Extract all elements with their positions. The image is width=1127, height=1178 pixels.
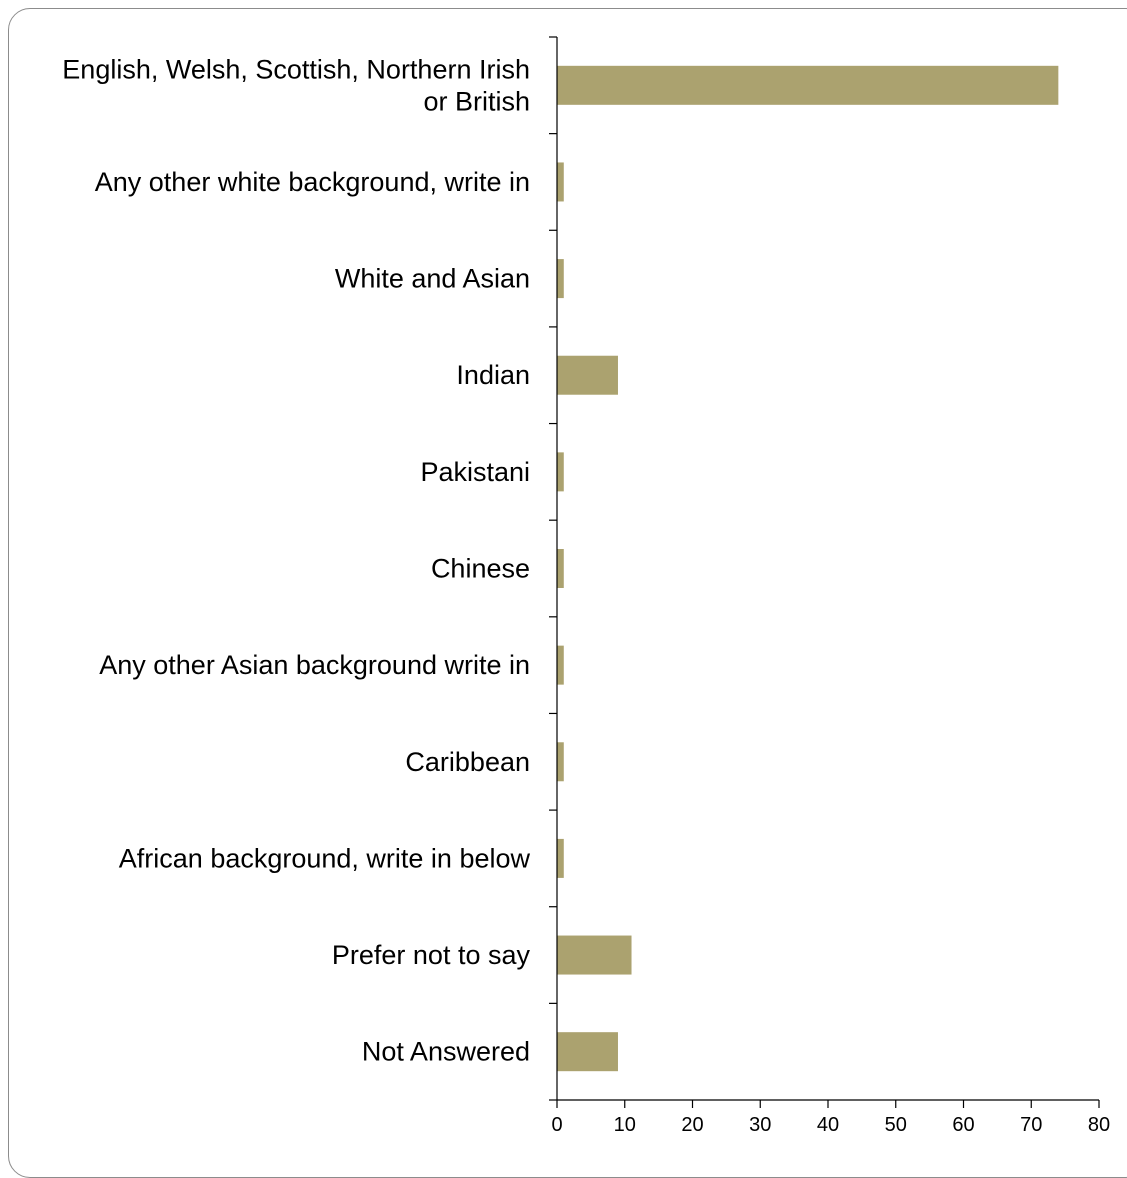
bar-chart: 0 10 20 30 40 50 60 70 80 English, Welsh, Scottis… xyxy=(62,36,1110,1136)
category-label: White and Asian xyxy=(335,264,530,294)
bar-4 xyxy=(557,452,564,492)
category-label: Chinese xyxy=(431,554,530,584)
bar-0 xyxy=(557,65,1059,105)
category-label: Any other Asian background write in xyxy=(99,650,530,680)
category-label: or British xyxy=(423,86,530,116)
category-label: Prefer not to say xyxy=(332,940,531,970)
bar-2 xyxy=(557,259,564,299)
x-tick-label: 40 xyxy=(817,1114,839,1136)
bar-1 xyxy=(557,162,564,202)
x-tick-label: 10 xyxy=(614,1114,636,1136)
x-tick-label: 80 xyxy=(1088,1114,1110,1136)
bar-3 xyxy=(557,355,618,395)
category-label: Pakistani xyxy=(420,457,530,487)
category-label: Any other white background, write in xyxy=(95,167,530,197)
bar-9 xyxy=(557,935,632,975)
category-label: Indian xyxy=(456,360,530,390)
labels-layer: 0 10 20 30 40 50 60 70 80 English, Welsh, Scottis… xyxy=(62,54,1110,1136)
bar-10 xyxy=(557,1032,618,1072)
x-tick-label: 0 xyxy=(551,1114,562,1136)
bar-6 xyxy=(557,645,564,685)
category-label: English, Welsh, Scottish, Northern Irish xyxy=(62,54,530,84)
category-label: African background, write in below xyxy=(119,843,531,873)
bars-layer xyxy=(557,65,1059,1072)
x-tick-label: 50 xyxy=(885,1114,907,1136)
category-label: Not Answered xyxy=(362,1037,530,1067)
axes-layer xyxy=(549,36,1100,1108)
x-tick-label: 30 xyxy=(749,1114,771,1136)
x-tick-label: 60 xyxy=(952,1114,974,1136)
bar-5 xyxy=(557,549,564,588)
bar-7 xyxy=(557,742,564,782)
x-tick-label: 20 xyxy=(681,1114,703,1136)
bar-8 xyxy=(557,838,564,878)
x-tick-label: 70 xyxy=(1020,1114,1042,1136)
category-label: Caribbean xyxy=(405,747,530,777)
